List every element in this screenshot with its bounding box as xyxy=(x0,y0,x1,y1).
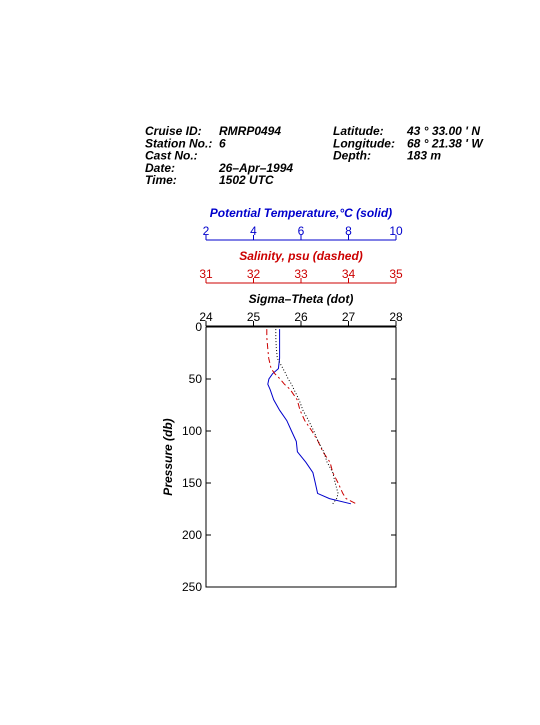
plot-frame xyxy=(205,326,397,588)
y-tick-label: 200 xyxy=(182,528,202,542)
x-tick-label: 24 xyxy=(199,310,213,324)
profile-line xyxy=(266,329,357,505)
header-value: 1502 UTC xyxy=(219,173,274,187)
x-axis-title: Potential Temperature,°C (solid) xyxy=(210,206,392,220)
x-tick-label: 2 xyxy=(203,224,210,238)
header-label: Cast No.: xyxy=(145,149,198,163)
x-tick-label: 27 xyxy=(342,310,356,324)
x-tick-label: 6 xyxy=(298,224,305,238)
y-axis-title: Pressure (db) xyxy=(161,418,175,495)
header-label: Station No.: xyxy=(145,136,212,150)
header-label: Date: xyxy=(145,161,175,175)
x-tick-label: 28 xyxy=(389,310,403,324)
header-label: Time: xyxy=(145,173,177,187)
header-value: 26–Apr–1994 xyxy=(218,161,293,175)
y-tick-label: 250 xyxy=(182,580,202,594)
x-tick-label: 34 xyxy=(342,267,356,281)
x-tick-label: 26 xyxy=(294,310,308,324)
header-value: 6 xyxy=(219,136,226,150)
x-tick-label: 25 xyxy=(247,310,261,324)
x-tick-label: 31 xyxy=(199,267,213,281)
y-tick-label: 50 xyxy=(189,372,203,386)
x-tick-label: 35 xyxy=(389,267,403,281)
y-tick-label: 100 xyxy=(182,424,202,438)
header-label: Latitude: xyxy=(333,124,384,138)
x-axis-title: Sigma–Theta (dot) xyxy=(249,292,354,306)
x-axis-title: Salinity, psu (dashed) xyxy=(239,249,363,263)
header-label: Depth: xyxy=(333,149,371,163)
header-value: 43 ° 33.00 ' N xyxy=(406,124,480,138)
x-tick-label: 8 xyxy=(345,224,352,238)
header-value: RMRP0494 xyxy=(219,124,281,138)
header-label: Longitude: xyxy=(333,136,395,150)
x-tick-label: 4 xyxy=(250,224,257,238)
header-label: Cruise ID: xyxy=(145,124,202,138)
y-tick-label: 150 xyxy=(182,476,202,490)
y-tick-label: 0 xyxy=(195,320,202,334)
profile-line xyxy=(275,329,339,505)
x-tick-label: 32 xyxy=(247,267,261,281)
header-value: 68 ° 21.38 ' W xyxy=(407,136,484,150)
x-tick-label: 33 xyxy=(294,267,308,281)
profile-line xyxy=(267,329,352,505)
header-value: 183 m xyxy=(407,149,441,163)
x-tick-label: 10 xyxy=(389,224,403,238)
